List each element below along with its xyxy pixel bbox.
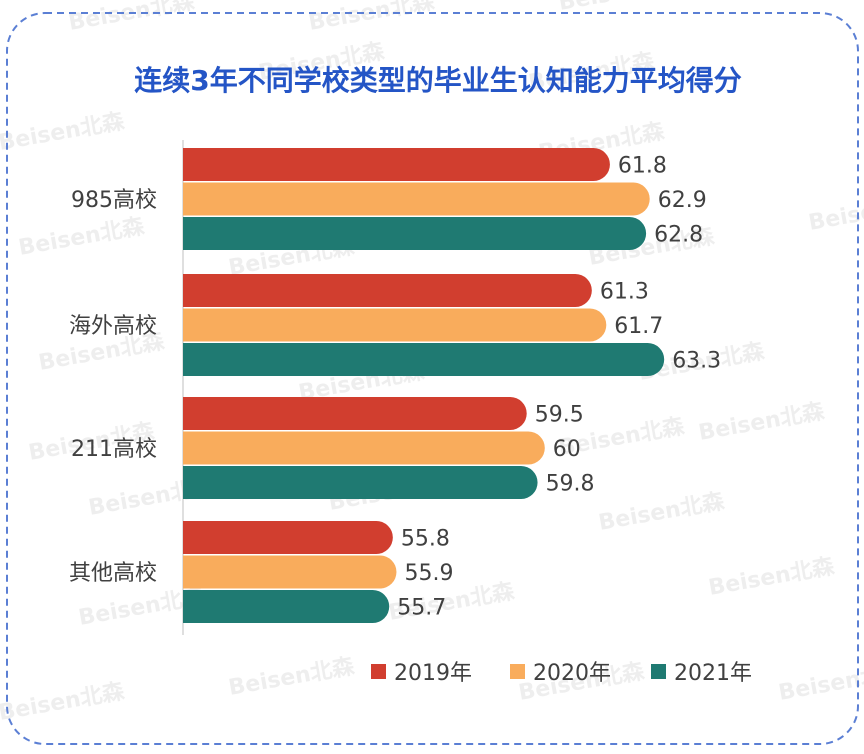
bar-4-2 <box>183 555 397 589</box>
watermark-text: Beisen北森 <box>597 488 727 536</box>
watermark-text: Beisen北森 <box>707 553 837 601</box>
watermark-text: Beisen北森 <box>0 108 127 156</box>
chart-title: 连续3年不同学校类型的毕业生认知能力平均得分 <box>134 64 742 97</box>
bar-2-3 <box>183 343 665 376</box>
bar-1-1 <box>183 148 610 181</box>
value-label-4-3: 55.7 <box>397 596 446 621</box>
watermark-text: Beisen北森 <box>777 658 864 706</box>
bar-2-1 <box>183 274 592 307</box>
category-label-4: 其他高校 <box>69 561 157 586</box>
bar-3-3 <box>183 466 538 499</box>
value-labels-layer: 61.8 62.9 62.8 61.3 61.7 63.3 59.5 60 59.8 55.8 55… <box>397 154 721 621</box>
bar-3-2 <box>183 431 545 465</box>
bar-3-1 <box>183 397 527 430</box>
value-label-2-2: 61.7 <box>614 314 663 339</box>
category-label-1: 985高校 <box>71 188 157 213</box>
bar-1-3 <box>183 217 647 250</box>
legend-label-3: 2021年 <box>674 661 752 686</box>
value-label-1-2: 62.9 <box>658 188 707 213</box>
legend-swatch-2 <box>510 664 525 679</box>
value-label-1-3: 62.8 <box>654 223 703 248</box>
value-label-3-2: 60 <box>553 437 581 462</box>
legend-label-1: 2019年 <box>394 661 472 686</box>
legend-swatch-3 <box>651 664 666 679</box>
watermark-text: Beisen北森 <box>307 0 437 36</box>
category-label-3: 211高校 <box>71 437 157 462</box>
bar-1-2 <box>183 182 650 216</box>
category-label-2: 海外高校 <box>69 314 157 339</box>
legend: 2019年 2020年 2021年 <box>371 661 752 686</box>
value-label-4-2: 55.9 <box>404 561 453 586</box>
watermark-text: Beisen北森 <box>807 188 864 236</box>
legend-swatch-1 <box>371 664 386 679</box>
value-label-1-1: 61.8 <box>618 154 667 179</box>
watermark-text: Beisen北森 <box>697 398 827 446</box>
watermark-text: Beisen北森 <box>67 0 197 36</box>
watermark-text: Beisen北森 <box>227 653 357 701</box>
value-label-4-1: 55.8 <box>401 527 450 552</box>
value-label-3-1: 59.5 <box>535 403 584 428</box>
watermark-text: Beisen北森 <box>0 678 127 726</box>
value-label-2-1: 61.3 <box>600 280 649 305</box>
legend-label-2: 2020年 <box>533 661 611 686</box>
bars-layer <box>183 148 665 623</box>
bar-2-2 <box>183 308 607 342</box>
bar-4-3 <box>183 590 390 623</box>
watermark-text: Beisen北森 <box>17 213 147 261</box>
value-label-3-3: 59.8 <box>546 472 595 497</box>
bar-4-1 <box>183 521 393 554</box>
dashed-frame <box>6 12 859 745</box>
value-label-2-3: 63.3 <box>672 349 721 374</box>
